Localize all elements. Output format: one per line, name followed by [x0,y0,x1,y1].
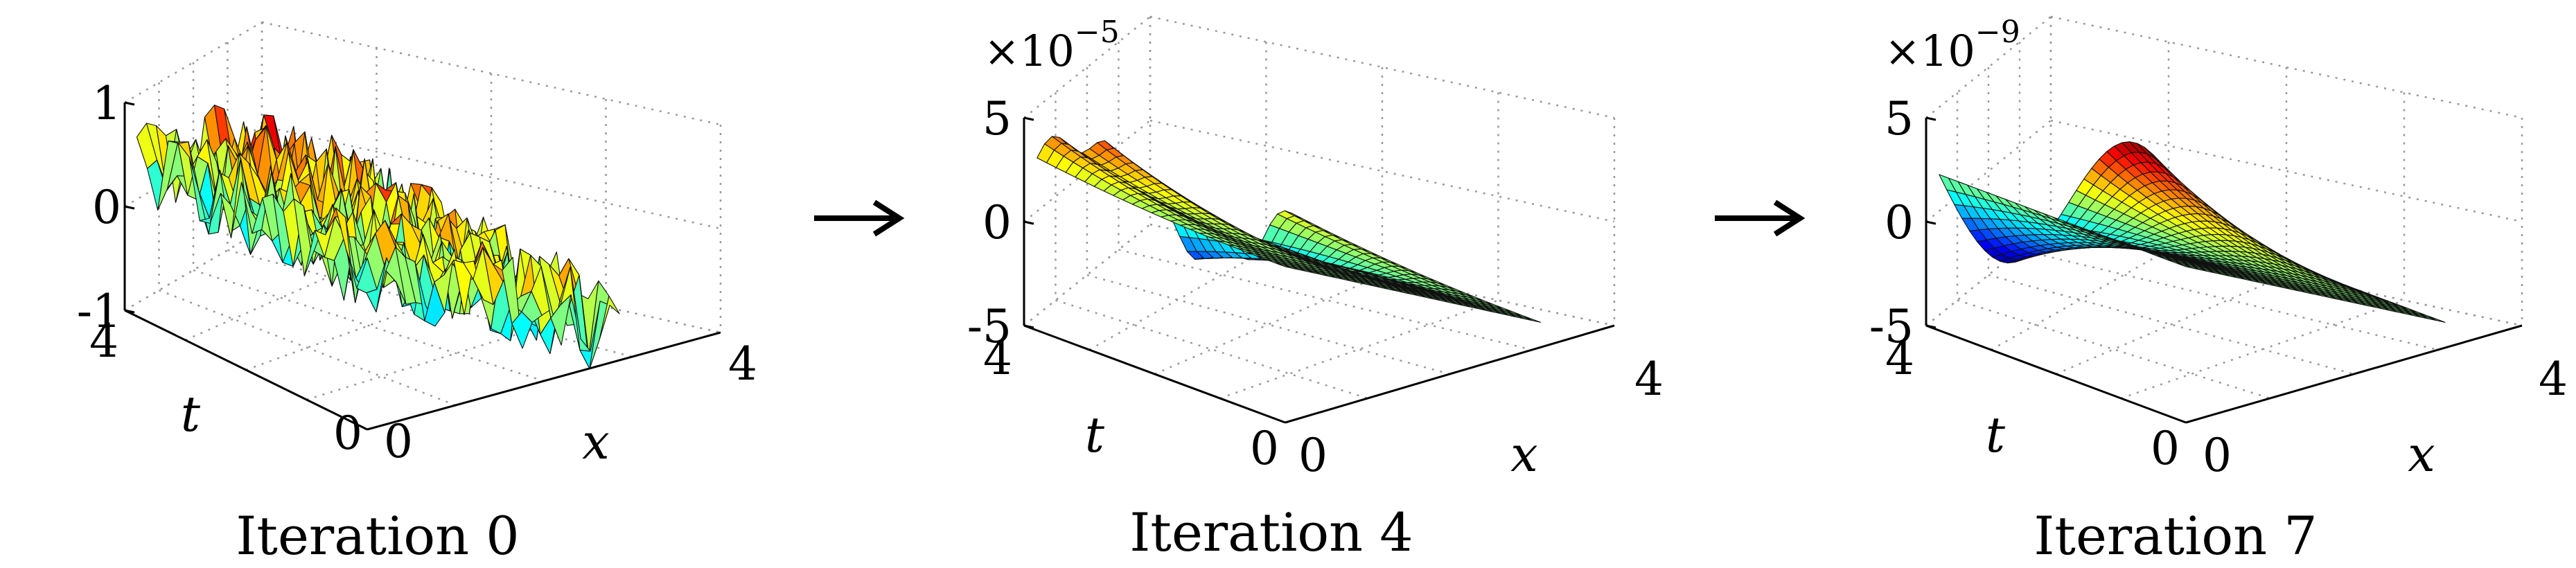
tick-labels: 10-140 04t x [77,77,757,470]
surface-mesh [1036,136,1542,323]
z-tick-label: -5 [1869,300,1914,353]
z-tick-label: 0 [92,181,121,234]
x-tick-label: 4 [2539,353,2568,406]
tick-labels: 50-540 04t x×10−5 [967,15,1664,483]
t-axis-label: t [1085,407,1105,463]
x-axis-label: x [2408,426,2435,483]
x-tick-label: 4 [728,337,757,391]
t-axis-label: t [181,386,201,443]
t-tick-label: 4 [983,332,1012,385]
axis-lines [123,101,721,431]
z-tick-label: 0 [982,196,1012,249]
exponent-label: ×10−5 [984,15,1120,76]
surface-mesh [136,105,620,369]
t-tick-label: 0 [2151,422,2180,475]
arrow-icon [814,199,905,237]
t-tick-label: 4 [1885,332,1914,385]
z-tick-label: 5 [1885,92,1914,145]
axis-lines [1925,116,2523,424]
z-tick-label: 5 [982,92,1012,145]
axis-lines [1023,116,1615,424]
surface-mesh [1939,141,2446,323]
panel-caption: Iteration 4 [1129,502,1413,563]
z-tick-label: 0 [1885,196,1914,249]
t-tick-label: 4 [89,314,118,368]
panel-caption: Iteration 0 [236,505,519,567]
tick-labels: 50-540 04t x×10−9 [1869,15,2568,483]
z-tick-label: -1 [77,285,121,338]
t-tick-label: 0 [333,407,362,460]
x-tick-label: 4 [1634,353,1664,406]
z-tick-label: 1 [92,77,121,130]
t-tick-label: 0 [1250,422,1279,475]
x-tick-label: 0 [1298,429,1327,482]
x-axis-label: x [1510,426,1537,483]
t-axis-label: t [1986,407,2006,463]
surface-cell [599,295,620,341]
panel-caption: Iteration 7 [2034,505,2317,567]
z-tick-label: -5 [967,300,1012,353]
x-axis-label: x [582,414,609,470]
x-tick-label: 0 [2203,429,2232,482]
surface-cell [2427,317,2446,323]
x-tick-label: 0 [384,415,413,468]
arrow-icon [1715,199,1806,237]
exponent-label: ×10−9 [1885,15,2020,76]
surface-cell [1523,317,1542,323]
grid-lines [1023,15,1616,424]
